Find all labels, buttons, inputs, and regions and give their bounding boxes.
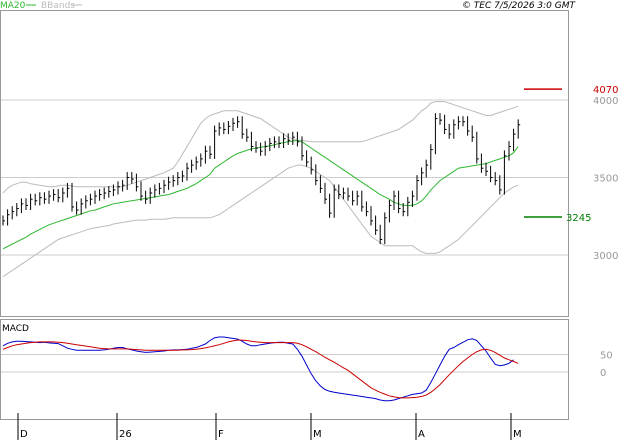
price-y-tick-label: 4000	[593, 96, 618, 107]
macd-signal-line	[2, 339, 519, 399]
x-axis-label: M	[313, 429, 322, 440]
macd-y-tick-label: 0	[600, 368, 606, 379]
price-bars	[2, 113, 521, 245]
support-label: 3245	[566, 213, 591, 224]
macd-y-ticks: 50 0	[600, 351, 613, 380]
resistance-label: 4070	[593, 85, 618, 96]
price-y-tick-label: 3000	[593, 251, 618, 262]
macd-line	[2, 336, 514, 402]
price-panel-frame	[0, 10, 569, 317]
x-axis-label: 26	[119, 429, 132, 440]
macd-y-tick-label: 50	[600, 351, 613, 362]
bb-lower-line	[2, 164, 519, 278]
price-y-ticks: 3000 3500 4000	[593, 96, 618, 262]
ma20-legend: MA20	[0, 1, 26, 11]
price-y-tick-label: 3500	[593, 174, 618, 185]
x-axis-label: D	[20, 429, 28, 440]
macd-title: MACD	[2, 324, 29, 334]
macd-gridlines	[1, 354, 568, 373]
x-axis-label: M	[513, 429, 522, 440]
macd-panel-frame	[0, 319, 569, 420]
bbands-legend: BBands	[41, 1, 75, 11]
x-axis-label: F	[218, 429, 224, 440]
bb-upper-line	[2, 101, 519, 194]
x-axis-label: A	[418, 429, 425, 440]
x-axis-labels: D 26 F M A M	[17, 413, 522, 440]
timestamp: © TEC 7/5/2026 3:0 GMT	[462, 1, 577, 11]
price-gridlines	[1, 99, 568, 256]
